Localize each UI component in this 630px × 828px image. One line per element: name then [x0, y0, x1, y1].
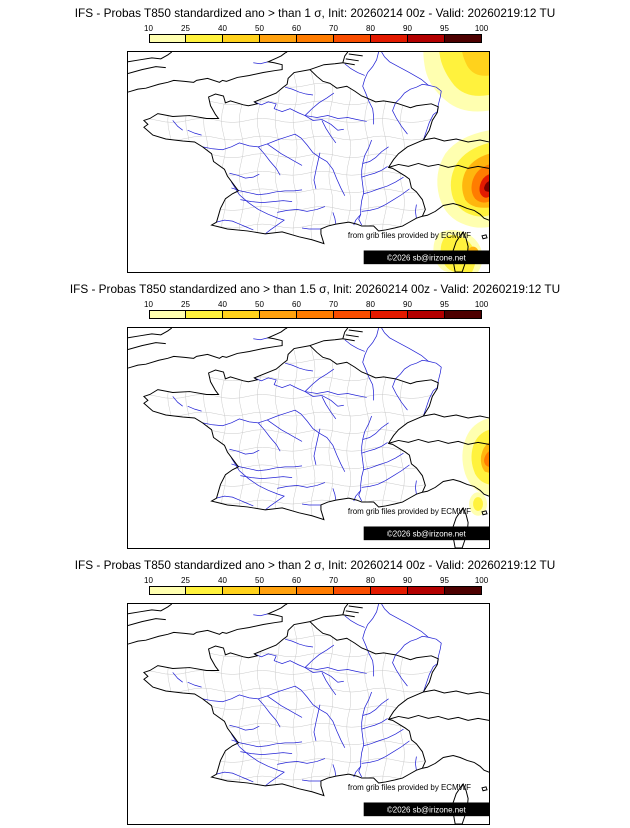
- colorbar-segment: [406, 587, 444, 594]
- panel-title: IFS - Probas T850 standardized ano > tha…: [74, 6, 556, 20]
- copyright-badge: ©2026 sb@irizone.net: [363, 526, 489, 541]
- colorbar-tick: 70: [329, 24, 338, 33]
- colorbar-segment: [149, 587, 186, 594]
- colorbar-tick: 90: [403, 24, 412, 33]
- colorbar-segment: [443, 311, 481, 318]
- colorbar-tick: 10: [144, 24, 153, 33]
- copyright-badge: ©2026 sb@irizone.net: [363, 250, 489, 265]
- colorbar-segment: [185, 311, 223, 318]
- colorbar-tick: 95: [440, 576, 449, 585]
- colorbar-tick: 50: [255, 24, 264, 33]
- colorbar-tick: 60: [292, 576, 301, 585]
- map-france-sigma-2: from grib files provided by ECMWF ©2026 …: [127, 603, 490, 825]
- colorbar-segment: [296, 311, 333, 318]
- probability-colorbar: 10 25 40 50 60 70 80 90 95 100: [144, 576, 488, 595]
- colorbar-segment: [222, 35, 260, 42]
- colorbar-segment: [406, 311, 444, 318]
- copyright-background: [363, 526, 489, 541]
- colorbar-tick-labels: 10 25 40 50 60 70 80 90 95 100: [144, 300, 488, 310]
- colorbar-tick: 25: [181, 576, 190, 585]
- colorbar-tick: 90: [403, 300, 412, 309]
- colorbar-tick: 100: [474, 576, 489, 585]
- attribution-text: from grib files provided by ECMWF: [348, 231, 471, 240]
- colorbar-segment: [296, 35, 333, 42]
- colorbar-tick: 70: [329, 576, 338, 585]
- colorbar-segment: [443, 35, 481, 42]
- panel-sigma-1: IFS - Probas T850 standardized ano > tha…: [0, 0, 630, 276]
- panel-sigma-1-5: IFS - Probas T850 standardized ano > tha…: [0, 276, 630, 552]
- copyright-text: ©2026 sb@irizone.net: [387, 805, 467, 814]
- colorbar-tick: 95: [440, 24, 449, 33]
- colorbar-tick: 70: [329, 300, 338, 309]
- map-container: from grib files provided by ECMWF ©2026 …: [127, 51, 490, 273]
- colorbar-gradient: [148, 34, 482, 43]
- probability-shading-sigma-1-5: [462, 417, 489, 516]
- colorbar-tick: 60: [292, 24, 301, 33]
- colorbar-tick: 25: [181, 24, 190, 33]
- colorbar-tick: 90: [403, 576, 412, 585]
- panel-sigma-2: IFS - Probas T850 standardized ano > tha…: [0, 552, 630, 828]
- colorbar-segment: [149, 35, 186, 42]
- colorbar-segment: [259, 35, 297, 42]
- attribution-text: from grib files provided by ECMWF: [348, 507, 471, 516]
- colorbar-segment: [296, 587, 333, 594]
- colorbar-tick: 80: [366, 24, 375, 33]
- colorbar-tick-labels: 10 25 40 50 60 70 80 90 95 100: [144, 24, 488, 34]
- colorbar-tick: 95: [440, 300, 449, 309]
- colorbar-segment: [222, 311, 260, 318]
- map-france-sigma-1: from grib files provided by ECMWF ©2026 …: [127, 51, 490, 273]
- colorbar-segment: [369, 587, 407, 594]
- colorbar-segment: [149, 311, 186, 318]
- colorbar-tick: 100: [474, 24, 489, 33]
- colorbar-segment: [369, 35, 407, 42]
- colorbar-segment: [443, 587, 481, 594]
- colorbar-segment: [185, 35, 223, 42]
- attribution-text: from grib files provided by ECMWF: [348, 783, 471, 792]
- colorbar-segment: [406, 35, 444, 42]
- colorbar-segment: [259, 587, 297, 594]
- colorbar-tick: 80: [366, 576, 375, 585]
- copyright-text: ©2026 sb@irizone.net: [387, 529, 467, 538]
- map-france-sigma-1-5: from grib files provided by ECMWF ©2026 …: [127, 327, 490, 549]
- copyright-badge: ©2026 sb@irizone.net: [363, 802, 489, 817]
- panel-title: IFS - Probas T850 standardized ano > tha…: [69, 282, 561, 296]
- colorbar-segment: [332, 35, 370, 42]
- colorbar-tick: 50: [255, 576, 264, 585]
- colorbar-tick: 40: [218, 24, 227, 33]
- colorbar-segment: [332, 311, 370, 318]
- colorbar-tick: 40: [218, 576, 227, 585]
- colorbar-tick: 50: [255, 300, 264, 309]
- colorbar-segment: [185, 587, 223, 594]
- colorbar-tick-labels: 10 25 40 50 60 70 80 90 95 100: [144, 576, 488, 586]
- colorbar-tick: 40: [218, 300, 227, 309]
- colorbar-tick: 10: [144, 576, 153, 585]
- colorbar-tick: 80: [366, 300, 375, 309]
- copyright-background: [363, 802, 489, 817]
- copyright-text: ©2026 sb@irizone.net: [387, 253, 467, 262]
- colorbar-gradient: [148, 310, 482, 319]
- colorbar-segment: [332, 587, 370, 594]
- colorbar-tick: 25: [181, 300, 190, 309]
- panel-title: IFS - Probas T850 standardized ano > tha…: [74, 558, 556, 572]
- colorbar-segment: [259, 311, 297, 318]
- probability-colorbar: 10 25 40 50 60 70 80 90 95 100: [144, 24, 488, 43]
- colorbar-segment: [222, 587, 260, 594]
- copyright-background: [363, 250, 489, 265]
- colorbar-segment: [369, 311, 407, 318]
- colorbar-tick: 10: [144, 300, 153, 309]
- colorbar-tick: 100: [474, 300, 489, 309]
- probability-colorbar: 10 25 40 50 60 70 80 90 95 100: [144, 300, 488, 319]
- colorbar-tick: 60: [292, 300, 301, 309]
- colorbar-gradient: [148, 586, 482, 595]
- map-container: from grib files provided by ECMWF ©2026 …: [127, 603, 490, 825]
- map-container: from grib files provided by ECMWF ©2026 …: [127, 327, 490, 549]
